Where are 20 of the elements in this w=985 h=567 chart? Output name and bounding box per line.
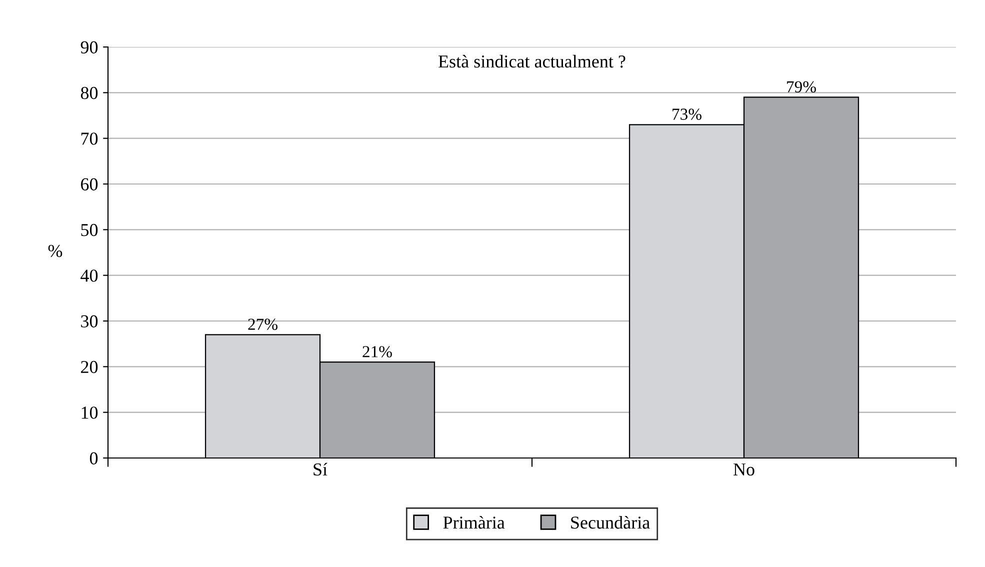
chart-title: Està sindicat actualment ? (438, 54, 626, 68)
x-tick-label: Sí (314, 462, 328, 476)
y-tick-label: 40 (80, 270, 98, 282)
y-tick-label: 50 (81, 224, 98, 236)
y-tick-label: 90 (80, 41, 98, 54)
legend-label: Secundària (571, 516, 650, 529)
y-tick-label: 30 (81, 315, 98, 328)
data-label: 27% (248, 318, 278, 330)
legend-label: Primària (443, 516, 505, 529)
y-axis-title: % (48, 244, 62, 258)
y-tick-label: 0 (90, 452, 98, 464)
y-tick-label: 20 (81, 360, 98, 374)
y-tick-label: 70 (81, 132, 98, 145)
data-label: 79% (787, 81, 816, 93)
x-tick-label: No (733, 464, 754, 476)
data-label: 73% (672, 108, 702, 120)
y-tick-label: 60 (81, 178, 98, 190)
y-tick-label: 10 (82, 406, 98, 419)
data-label: 21% (362, 346, 392, 358)
y-tick-label: 80 (80, 86, 98, 100)
